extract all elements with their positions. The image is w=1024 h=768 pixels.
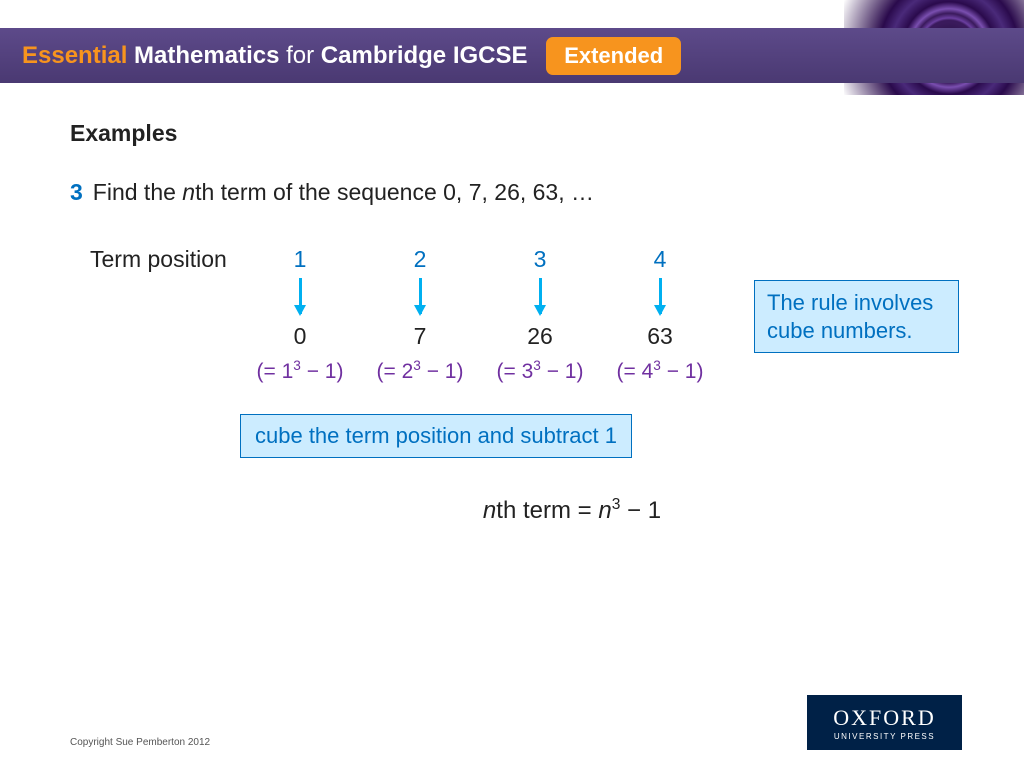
header-for: for (279, 42, 320, 69)
term-position-row: Term position 1 2 3 4 (90, 246, 954, 273)
term-position-label: Term position (90, 246, 240, 273)
arrow-down-icon (299, 278, 302, 314)
oxford-logo: OXFORD UNIVERSITY PRESS (807, 695, 962, 750)
question-line: 3 Find the nth term of the sequence 0, 7,… (70, 179, 954, 206)
slide-content: Examples 3 Find the nth term of the seque… (0, 95, 1024, 525)
question-n: n (182, 179, 195, 205)
arrow-down-icon (419, 278, 422, 314)
extended-badge: Extended (546, 37, 681, 75)
oxford-logo-sub: UNIVERSITY PRESS (834, 732, 935, 741)
header-title-text: Essential Mathematics for Cambridge IGCS… (0, 37, 681, 75)
header-igcse: IGCSE (453, 42, 528, 69)
position-2: 2 (360, 246, 480, 273)
examples-heading: Examples (70, 120, 954, 147)
value-1: 0 (240, 323, 360, 350)
header-banner: Essential Mathematics for Cambridge IGCS… (0, 28, 1024, 83)
question-text-2: th term of the sequence 0, 7, 26, 63, … (195, 179, 594, 205)
expr-2: (= 23 − 1) (360, 358, 480, 384)
value-4: 63 (600, 323, 720, 350)
arrow-down-icon (539, 278, 542, 314)
question-number: 3 (70, 179, 83, 205)
position-4: 4 (600, 246, 720, 273)
nth-term-formula: nth term = n3 − 1 (190, 496, 954, 525)
expr-1: (= 13 − 1) (240, 358, 360, 384)
oxford-logo-main: OXFORD (833, 705, 935, 731)
value-3: 26 (480, 323, 600, 350)
question-text-1: Find the (93, 179, 183, 205)
expr-3: (= 33 − 1) (480, 358, 600, 384)
copyright-text: Copyright Sue Pemberton 2012 (70, 737, 210, 748)
position-3: 3 (480, 246, 600, 273)
arrow-down-icon (659, 278, 662, 314)
header-math: Mathematics (127, 42, 279, 69)
value-2: 7 (360, 323, 480, 350)
expr-4: (= 43 − 1) (600, 358, 720, 384)
expression-row: (= 13 − 1) (= 23 − 1) (= 33 − 1) (= 43 −… (240, 358, 954, 384)
header-essential: Essential (22, 42, 127, 69)
header-region: Essential Mathematics for Cambridge IGCS… (0, 0, 1024, 95)
hint-box: The rule involves cube numbers. (754, 280, 959, 353)
rule-box: cube the term position and subtract 1 (240, 414, 632, 458)
header-cambridge: Cambridge (321, 42, 453, 69)
position-1: 1 (240, 246, 360, 273)
